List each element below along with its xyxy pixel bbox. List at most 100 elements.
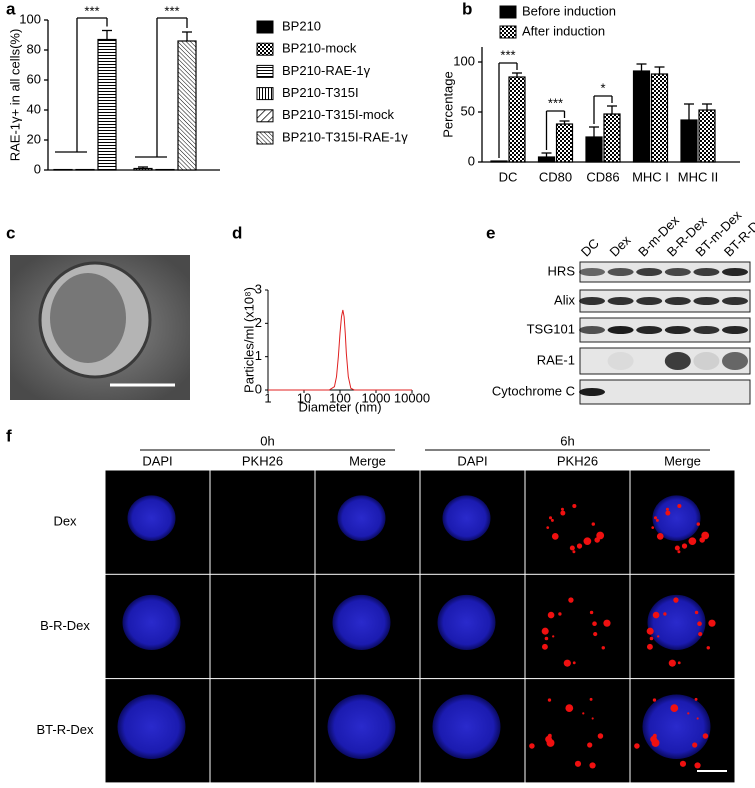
pkh26-dot [678, 661, 681, 664]
bar [557, 124, 573, 162]
blot-band [579, 326, 605, 334]
pkh26-dot [592, 621, 597, 626]
pkh26-dot [592, 717, 594, 719]
bar [586, 137, 602, 162]
bar [509, 77, 525, 162]
pkh26-dot [551, 519, 554, 522]
pkh26-dot [707, 646, 710, 649]
pkh26-dot [675, 545, 680, 550]
pkh26-dot [647, 644, 653, 650]
protein-label: HRS [548, 263, 576, 278]
pkh26-dot [584, 537, 592, 545]
pkh26-dot [647, 628, 654, 635]
channel-label: PKH26 [242, 453, 283, 468]
pkh26-dot [552, 635, 554, 637]
legend-swatch [257, 132, 273, 144]
pkh26-dot [558, 612, 561, 615]
pkh26-dot [593, 632, 597, 636]
x-tick-label: MHC I [632, 169, 669, 184]
nucleus [333, 595, 391, 650]
bar [604, 114, 620, 162]
x-tick-label: CD80 [539, 169, 572, 184]
bar [699, 110, 715, 162]
blot-band [693, 326, 719, 334]
pkh26-dot [657, 635, 659, 637]
pkh26-dot [552, 533, 559, 540]
y-tick-label: 100 [453, 53, 475, 68]
blot-band [665, 326, 691, 334]
pkh26-dot [565, 704, 573, 712]
blot-band [665, 352, 691, 370]
pkh26-dot [669, 660, 676, 667]
row-label: B-R-Dex [40, 618, 90, 633]
y-axis-label: RAE-1γ+ in all cells(%) [7, 29, 22, 162]
x-tick-label: 10000 [394, 390, 430, 405]
pkh26-dot [653, 734, 657, 738]
channel-label: PKH26 [557, 453, 598, 468]
significance: *** [164, 3, 179, 18]
blot-band [722, 268, 748, 276]
panel-label: e [486, 223, 495, 242]
bar [134, 169, 152, 171]
channel-label: Merge [349, 453, 386, 468]
protein-label: TSG101 [527, 321, 575, 336]
legend-label: BP210 [282, 18, 321, 33]
blot-band [665, 297, 691, 305]
pkh26-dot [549, 516, 552, 519]
significance: *** [548, 95, 563, 110]
legend-label: BP210-T315I-RAE-1γ [282, 129, 408, 144]
blot-band [608, 297, 634, 305]
legend-label: BP210-T315I [282, 85, 359, 100]
pkh26-dot [603, 620, 610, 627]
y-tick-label: 20 [27, 131, 41, 146]
pkh26-dot [573, 661, 576, 664]
protein-label: RAE-1 [537, 352, 575, 367]
protein-label: Alix [554, 292, 575, 307]
bar [98, 40, 116, 171]
row-label: Dex [53, 514, 77, 529]
pkh26-dot [654, 516, 657, 519]
legend-swatch [257, 65, 273, 77]
pkh26-dot [656, 519, 659, 522]
pkh26-dot [634, 743, 640, 749]
blot-band [579, 388, 605, 396]
bar [539, 157, 555, 162]
pkh26-dot [692, 742, 697, 747]
pkh26-dot [542, 644, 548, 650]
pkh26-dot [665, 511, 670, 516]
legend-label: Before induction [522, 3, 616, 18]
micrograph [211, 575, 315, 678]
pkh26-dot [545, 637, 549, 641]
blot-band [636, 268, 662, 276]
bar [652, 74, 668, 162]
nucleus [443, 495, 491, 541]
pkh26-dot [598, 733, 604, 739]
pkh26-dot [561, 508, 564, 511]
pkh26-dot [570, 545, 575, 550]
x-tick-label: DC [499, 169, 518, 184]
pkh26-dot [589, 762, 595, 768]
pkh26-dot [577, 543, 582, 548]
protein-label: Cytochrome C [492, 383, 575, 398]
blot-band [579, 297, 605, 305]
pkh26-dot [703, 733, 709, 739]
timepoint-label: 6h [560, 433, 574, 448]
micrograph [526, 575, 630, 678]
em-image [10, 255, 190, 400]
pkh26-dot [572, 504, 576, 508]
nucleus [648, 595, 706, 650]
blot-band [693, 352, 719, 370]
nucleus [128, 495, 176, 541]
y-tick-label: 50 [461, 103, 475, 118]
channel-label: DAPI [142, 453, 172, 468]
nucleus [118, 694, 186, 759]
pkh26-dot [680, 761, 686, 767]
pkh26-dot [694, 762, 700, 768]
pkh26-dot [548, 698, 551, 701]
timepoint-label: 0h [260, 433, 274, 448]
blot-band [665, 268, 691, 276]
row-label: BT-R-Dex [36, 722, 94, 737]
y-tick-label: 60 [27, 71, 41, 86]
pkh26-dot [650, 637, 654, 641]
pkh26-dot [653, 612, 660, 619]
